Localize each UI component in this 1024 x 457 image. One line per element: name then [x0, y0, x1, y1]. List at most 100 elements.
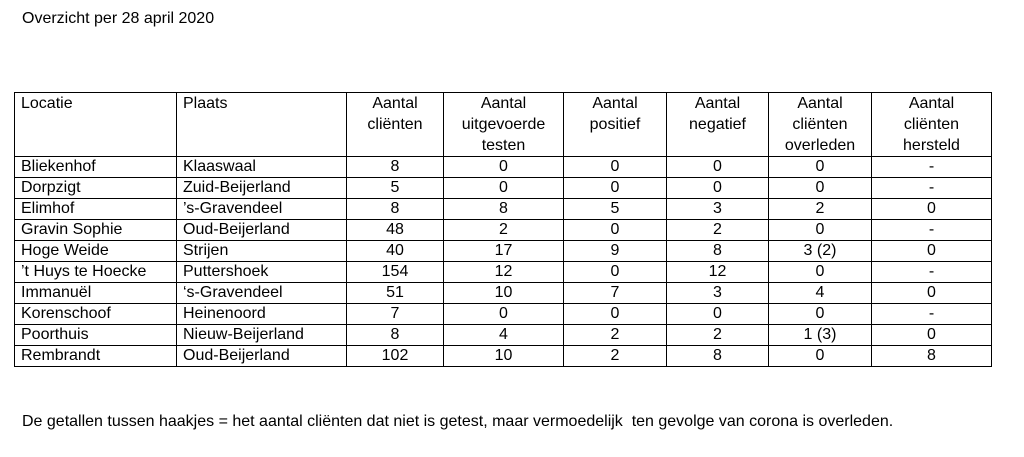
header-line: hersteld	[903, 137, 960, 154]
table-cell: 10	[443, 345, 564, 367]
table-cell: 0	[443, 156, 564, 178]
header-line: uitgevoerde	[461, 116, 546, 133]
table-cell: 0	[768, 345, 872, 367]
table-cell: ‘s-Gravendeel	[176, 282, 347, 304]
table-cell: 12	[443, 261, 564, 283]
table-cell: 0	[443, 303, 564, 325]
table-cell: Hoge Weide	[14, 240, 177, 262]
header-line: Aantal	[797, 95, 843, 112]
table-cell: 8	[666, 345, 769, 367]
table-row: Rembrandt Oud-Beijerland 102 10 2 8 0 8	[14, 345, 992, 367]
table-cell: 7	[346, 303, 444, 325]
column-header: Aantal positief	[563, 92, 667, 157]
table-cell: Puttershoek	[176, 261, 347, 283]
table-cell: 8	[871, 345, 992, 367]
table-cell: Poorthuis	[14, 324, 177, 346]
table-cell: 5	[563, 198, 667, 220]
table-cell: Strijen	[176, 240, 347, 262]
table-body: Bliekenhof Klaaswaal 8 0 0 0 0- Dorpzigt Zuid-Be…	[14, 156, 992, 367]
table-cell: 2	[563, 345, 667, 367]
table-cell: 2	[666, 324, 769, 346]
header-line: Aantal	[480, 95, 527, 112]
table-cell: Oud-Beijerland	[176, 219, 347, 241]
table-cell: 3	[666, 282, 769, 304]
table-row: Dorpzigt Zuid-Beijerland 5 0 0 0 0-	[14, 177, 992, 199]
table-cell: Korenschoof	[14, 303, 177, 325]
table-row: Hoge Weide Strijen 40 17 9 8 3 (2) 0	[14, 240, 992, 262]
table-cell: 0	[563, 261, 667, 283]
table-cell: 2	[768, 198, 872, 220]
table-row: Korenschoof Heinenoord 7 0 0 0 0-	[14, 303, 992, 325]
column-header: Plaats	[176, 92, 347, 157]
table-cell: 8	[346, 324, 444, 346]
table-cell: ’t Huys te Hoecke	[14, 261, 177, 283]
table-cell: 48	[346, 219, 444, 241]
header-row: Locatie Plaats Aantal cliënten Aantal uitgevo…	[14, 92, 992, 157]
table-cell: -	[871, 156, 992, 178]
header-line: testen	[481, 137, 526, 154]
table-cell: 0	[563, 177, 667, 199]
table-cell: 0	[871, 282, 992, 304]
table-row: Poorthuis Nieuw-Beijerland 8 4 2 2 1 (3) 0	[14, 324, 992, 346]
column-header: Aantal uitgevoerde testen	[443, 92, 564, 157]
table-cell: 51	[346, 282, 444, 304]
table-cell: 2	[666, 219, 769, 241]
header-line: negatief	[689, 116, 746, 133]
table-cell: 3	[666, 198, 769, 220]
table-cell: 2	[563, 324, 667, 346]
table-cell: 0	[768, 303, 872, 325]
header-line: Aantal	[592, 95, 638, 112]
header-line: Aantal	[694, 95, 741, 112]
table-row: ’t Huys te Hoecke Puttershoek 154 12 0 12 0-	[14, 261, 992, 283]
table-cell: Dorpzigt	[14, 177, 177, 199]
table-cell: 9	[563, 240, 667, 262]
header-line: Plaats	[183, 95, 228, 112]
table-cell: 102	[346, 345, 444, 367]
table-cell: 3 (2)	[768, 240, 872, 262]
header-line: Locatie	[21, 95, 73, 112]
table-cell: Oud-Beijerland	[176, 345, 347, 367]
table-cell: 7	[563, 282, 667, 304]
header-line: cliënten	[792, 116, 848, 133]
table-cell: 0	[871, 324, 992, 346]
header-line: positief	[589, 116, 641, 133]
table-cell: ’s-Gravendeel	[176, 198, 347, 220]
table: Locatie Plaats Aantal cliënten Aantal uitgevo…	[14, 92, 992, 367]
table-cell: 0	[563, 156, 667, 178]
table-cell: 1 (3)	[768, 324, 872, 346]
table-cell: 0	[666, 156, 769, 178]
table-cell: 10	[443, 282, 564, 304]
table-cell: 4	[768, 282, 872, 304]
header-line: cliënten	[903, 116, 960, 133]
table-row: Elimhof’s-Gravendeel 8 8 5 3 2 0	[14, 198, 992, 220]
footnote: De getallen tussen haakjes = het aantal …	[22, 413, 894, 430]
table-cell: Klaaswaal	[176, 156, 347, 178]
table-cell: 0	[666, 177, 769, 199]
table-cell: Rembrandt	[14, 345, 177, 367]
table-cell: Gravin Sophie	[14, 219, 177, 241]
table-cell: 4	[443, 324, 564, 346]
column-header: Aantal cliënten	[346, 92, 444, 157]
table-cell: Nieuw-Beijerland	[176, 324, 347, 346]
table-cell: 0	[563, 303, 667, 325]
table-row: Immanuël ‘s-Gravendeel 51 10 7 3 4 0	[14, 282, 992, 304]
header-line: Aantal	[372, 95, 418, 112]
table-cell: 154	[346, 261, 444, 283]
table-cell: -	[871, 261, 992, 283]
column-header: Locatie	[14, 92, 177, 157]
column-header: Aantal negatief	[666, 92, 769, 157]
table-cell: 0	[768, 156, 872, 178]
table-cell: 12	[666, 261, 769, 283]
table-cell: 5	[346, 177, 444, 199]
table-cell: 8	[346, 198, 444, 220]
table-cell: 0	[768, 177, 872, 199]
column-header: Aantal cliënten overleden	[768, 92, 872, 157]
table-cell: Zuid-Beijerland	[176, 177, 347, 199]
table-cell: 40	[346, 240, 444, 262]
table-cell: Heinenoord	[176, 303, 347, 325]
table-cell: -	[871, 303, 992, 325]
table-cell: -	[871, 219, 992, 241]
table-cell: 0	[768, 219, 872, 241]
header-line: cliënten	[367, 116, 423, 133]
